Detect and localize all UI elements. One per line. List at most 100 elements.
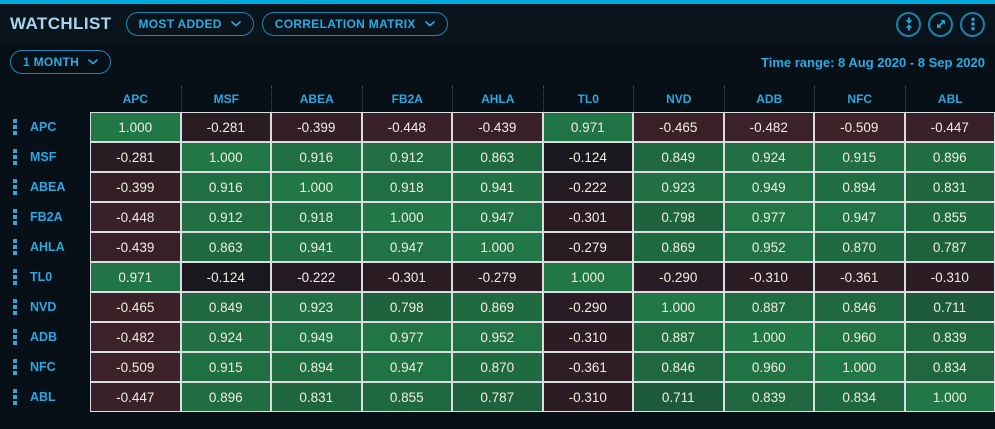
matrix-cell: -0.448 [361, 112, 452, 142]
column-header-apc: APC [122, 92, 148, 106]
matrix-cell: 0.971 [90, 262, 181, 292]
row-label-tl0[interactable]: TL0 [0, 262, 90, 292]
matrix-cell: 0.977 [361, 322, 452, 352]
matrix-cell: 0.896 [904, 142, 995, 172]
matrix-cell: -0.310 [542, 382, 633, 412]
matrix-cell: 0.787 [904, 232, 995, 262]
row-label-adb[interactable]: ADB [0, 322, 90, 352]
matrix-cell: 0.831 [904, 172, 995, 202]
row-ticker: NVD [30, 300, 57, 314]
row-drag-handle-icon[interactable] [13, 299, 17, 315]
matrix-cell: -0.310 [723, 262, 814, 292]
matrix-cell: 0.949 [723, 172, 814, 202]
matrix-cell: 0.831 [271, 382, 362, 412]
row-label-nfc[interactable]: NFC [0, 352, 90, 382]
row-ticker: TL0 [30, 270, 53, 284]
row-label-msf[interactable]: MSF [0, 142, 90, 172]
column-header-msf: MSF [180, 86, 272, 112]
matrix-cell: 0.798 [361, 292, 452, 322]
row-label-abl[interactable]: ABL [0, 382, 90, 412]
matrix-cell: -0.482 [723, 112, 814, 142]
column-header-nvd: NVD [633, 86, 724, 112]
row-label-abea[interactable]: ABEA [0, 172, 90, 202]
matrix-cell: 0.846 [633, 352, 724, 382]
row-ticker: MSF [30, 150, 57, 164]
matrix-cell: 1.000 [271, 172, 362, 202]
matrix-cell: 0.971 [542, 112, 633, 142]
most-added-dropdown-label: MOST ADDED [138, 17, 222, 31]
matrix-cell: 0.869 [633, 232, 724, 262]
matrix-cell: -0.279 [452, 262, 543, 292]
matrix-cell: -0.361 [542, 352, 633, 382]
matrix-cell: -0.361 [814, 262, 905, 292]
chevron-down-icon [424, 21, 435, 27]
matrix-cell: -0.447 [904, 112, 995, 142]
matrix-cell: 0.952 [452, 322, 543, 352]
matrix-cell: -0.281 [180, 112, 271, 142]
row-label-fb2a[interactable]: FB2A [0, 202, 90, 232]
chevron-down-icon [88, 59, 98, 65]
row-drag-handle-icon[interactable] [13, 209, 17, 225]
row-label-nvd[interactable]: NVD [0, 292, 90, 322]
row-drag-handle-icon[interactable] [13, 269, 17, 285]
column-header-abl: ABL [904, 86, 995, 112]
matrix-cell: 0.711 [633, 382, 724, 412]
chevron-down-icon [230, 21, 241, 27]
view-mode-dropdown[interactable]: CORRELATION MATRIX [261, 12, 448, 36]
row-drag-handle-icon[interactable] [13, 179, 17, 195]
matrix-cell: 0.870 [814, 232, 905, 262]
matrix-cell: 0.855 [361, 382, 452, 412]
column-header-tl0: TL0 [542, 86, 634, 112]
matrix-cell: 0.787 [452, 382, 543, 412]
matrix-cell: -0.310 [542, 322, 633, 352]
collapse-vertical-button[interactable] [896, 11, 921, 37]
matrix-cell: 0.960 [723, 352, 814, 382]
matrix-cell: 0.918 [361, 172, 452, 202]
row-ticker: APC [30, 120, 57, 134]
matrix-cell: 0.916 [180, 172, 271, 202]
matrix-cell: -0.281 [90, 142, 181, 172]
matrix-cell: 1.000 [452, 232, 543, 262]
row-label-ahla[interactable]: AHLA [0, 232, 90, 262]
grid-corner [0, 86, 90, 112]
matrix-cell: -0.222 [542, 172, 633, 202]
matrix-cell: 0.839 [723, 382, 814, 412]
expand-icon [934, 17, 948, 31]
most-added-dropdown[interactable]: MOST ADDED [125, 12, 254, 36]
row-drag-handle-icon[interactable] [13, 149, 17, 165]
matrix-cell: -0.290 [633, 262, 724, 292]
matrix-cell: 0.952 [723, 232, 814, 262]
matrix-cell: -0.465 [90, 292, 181, 322]
row-drag-handle-icon[interactable] [13, 359, 17, 375]
matrix-cell: -0.279 [542, 232, 633, 262]
matrix-cell: 0.894 [271, 352, 362, 382]
matrix-cell: 0.894 [814, 172, 905, 202]
row-ticker: NFC [30, 360, 56, 374]
row-ticker: ADB [30, 330, 58, 344]
matrix-cell: -0.124 [542, 142, 633, 172]
matrix-cell: 0.947 [452, 202, 543, 232]
row-drag-handle-icon[interactable] [13, 329, 17, 345]
matrix-cell: 0.977 [723, 202, 814, 232]
matrix-cell: 1.000 [90, 112, 181, 142]
period-dropdown[interactable]: 1 MONTH [10, 50, 112, 74]
matrix-cell: -0.399 [271, 112, 362, 142]
matrix-cell: 0.834 [904, 352, 995, 382]
matrix-cell: 1.000 [361, 202, 452, 232]
row-label-apc[interactable]: APC [0, 112, 90, 142]
row-drag-handle-icon[interactable] [13, 119, 17, 135]
matrix-cell: -0.124 [180, 262, 271, 292]
widget-menu-button[interactable] [960, 11, 985, 37]
matrix-cell: 0.960 [814, 322, 905, 352]
matrix-cell: 0.916 [271, 142, 362, 172]
matrix-cell: 0.869 [452, 292, 543, 322]
matrix-cell: 0.949 [271, 322, 362, 352]
time-range-label: Time range: 8 Aug 2020 - 8 Sep 2020 [761, 54, 985, 70]
matrix-cell: -0.465 [633, 112, 724, 142]
row-drag-handle-icon[interactable] [13, 239, 17, 255]
matrix-cell: 0.923 [633, 172, 724, 202]
expand-button[interactable] [928, 11, 953, 37]
column-header-abea: ABEA [271, 86, 362, 112]
matrix-cell: -0.301 [361, 262, 452, 292]
row-drag-handle-icon[interactable] [13, 389, 17, 405]
